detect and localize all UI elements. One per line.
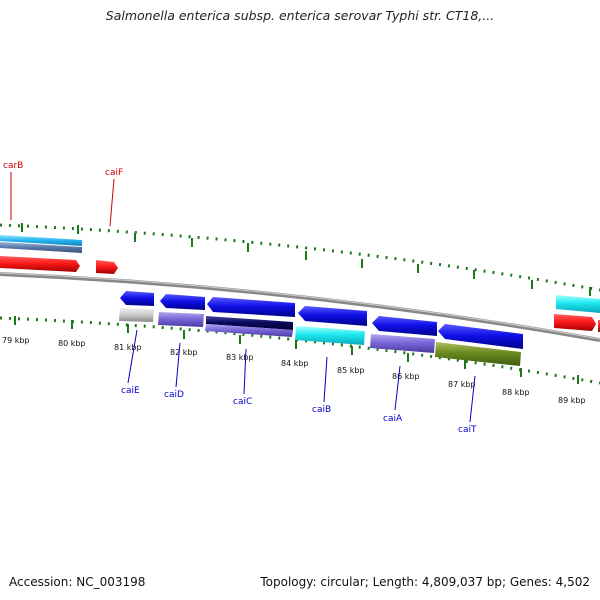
caiD-sub-bar[interactable] [158,312,204,327]
caiT-sub-bar[interactable] [435,342,521,366]
scale-label-83: 83 kbp [226,353,254,362]
scale-label-85: 85 kbp [337,366,365,375]
gene-caiT-arrow[interactable] [438,324,523,349]
lower-major-ticks [14,316,579,384]
gene-label-caiD[interactable]: caiD [164,390,184,400]
map-title: Salmonella enterica subsp. enterica sero… [105,8,495,23]
scale-label-80: 80 kbp [58,339,86,348]
scale-label-87: 87 kbp [448,380,476,389]
carB-sub-bar[interactable] [0,242,82,253]
carB-region-bar[interactable] [0,235,82,246]
scale-label-84: 84 kbp [281,359,309,368]
gene-caiB-arrow[interactable] [298,306,367,326]
scale-label-82: 82 kbp [170,348,198,357]
caiA-leader [394,365,401,411]
gene-label-caiF[interactable]: caiF [105,168,123,178]
gene-label-carB[interactable]: carB [3,161,23,171]
gene-label-caiB[interactable]: caiB [312,405,331,415]
scale-label-81: 81 kbp [114,343,142,352]
gene-caiD-arrow[interactable] [160,294,205,310]
right-cyan-feature[interactable] [556,295,600,313]
forward-strand-features [0,235,600,332]
caiT-leader [469,375,476,423]
genome-backbone [0,272,600,342]
genome-stats-text: Topology: circular; Length: 4,809,037 bp… [260,575,590,589]
gene-label-caiT[interactable]: caiT [458,425,477,435]
caiB-leader [323,356,328,403]
caiD-leader [175,342,181,388]
upper-major-ticks [21,223,591,296]
gene-caiA-arrow[interactable] [372,316,437,336]
gene-carB-arrow[interactable] [0,256,80,272]
caiC-sub-bar[interactable] [206,316,293,330]
caiF-leader [109,178,115,227]
caiC-leader [243,348,247,395]
gene-caiE-arrow[interactable] [120,291,154,306]
scale-label-88: 88 kbp [502,388,530,397]
caiE-sub-bar[interactable] [119,308,154,322]
caiE-leader [127,329,138,384]
caiB-sub-bar[interactable] [295,326,365,345]
scale-label-79: 79 kbp [2,336,30,345]
genome-backbone-highlight [0,272,600,340]
caiA-sub-bar[interactable] [370,334,435,353]
gene-caiC-arrow[interactable] [207,297,295,317]
scale-label-86: 86 kbp [392,372,420,381]
gene-label-caiE[interactable]: caiE [121,386,140,396]
gene-caiF-arrow[interactable] [96,260,118,274]
accession-text: Accession: NC_003198 [9,575,146,589]
scale-label-89: 89 kbp [558,396,586,405]
reverse-strand-features [119,291,523,366]
gene-label-caiC[interactable]: caiC [233,397,252,407]
gene-label-caiA[interactable]: caiA [383,414,403,424]
caiC-sub-bar-lower[interactable] [205,324,293,337]
right-red-feature[interactable] [554,314,596,331]
